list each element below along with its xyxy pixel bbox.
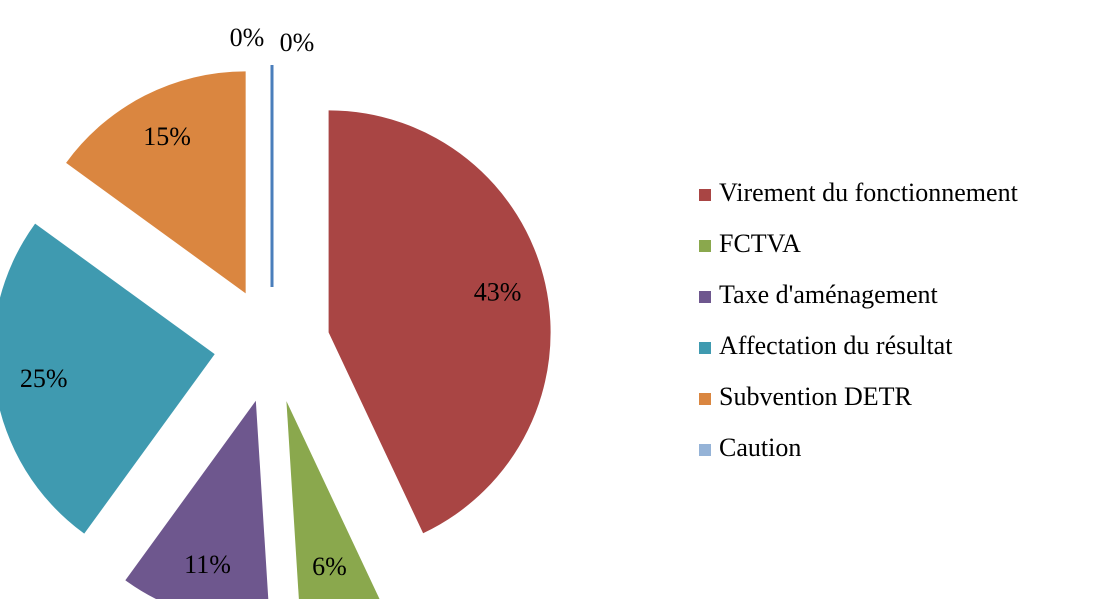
legend-swatch: [699, 342, 711, 354]
pie-slice: [328, 110, 551, 534]
data-label: 11%: [184, 550, 231, 579]
legend-swatch: [699, 444, 711, 456]
data-label: 43%: [474, 278, 522, 307]
legend-label: Caution: [719, 433, 801, 462]
legend-swatch: [699, 189, 711, 201]
pie-slice: [0, 223, 215, 534]
data-label: 6%: [312, 552, 347, 581]
pie-slice: [66, 71, 246, 294]
legend-swatch: [699, 240, 711, 252]
data-label: 0%: [230, 23, 265, 52]
legend-label: Virement du fonctionnement: [719, 178, 1019, 207]
legend-label: Subvention DETR: [719, 382, 912, 411]
data-label: 0%: [280, 28, 315, 57]
data-label: 15%: [143, 122, 191, 151]
pie-slice: [286, 401, 380, 599]
legend-swatch: [699, 393, 711, 405]
data-label: 25%: [20, 364, 68, 393]
legend-label: Affectation du résultat: [719, 331, 953, 360]
legend-label: FCTVA: [719, 229, 801, 258]
legend-swatch: [699, 291, 711, 303]
pie-slice: [125, 400, 269, 599]
legend-label: Taxe d'aménagement: [719, 280, 938, 309]
